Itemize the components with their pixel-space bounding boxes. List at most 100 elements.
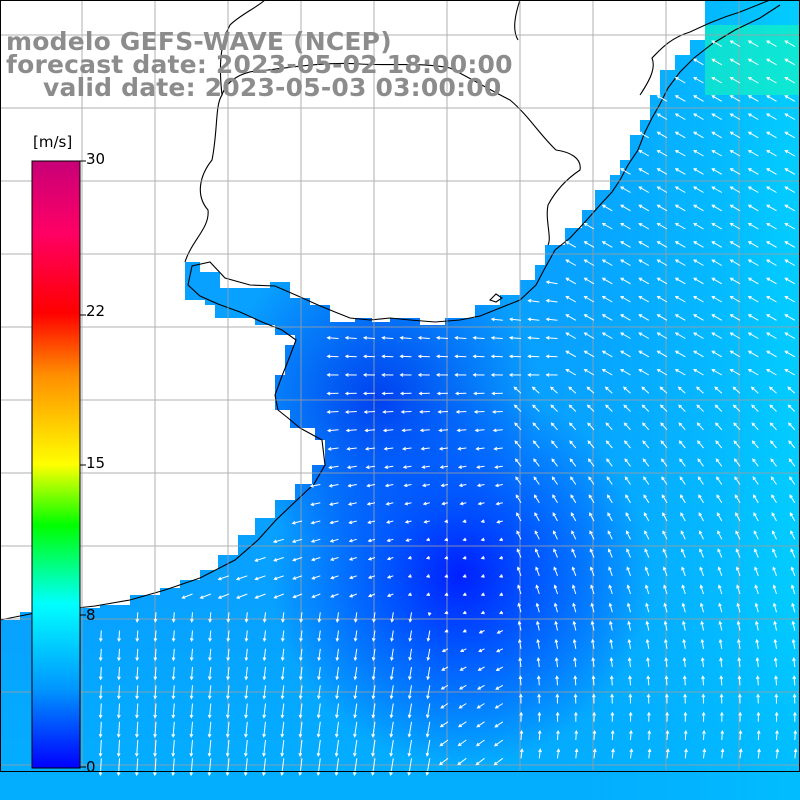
wind-arrow [572, 585, 577, 595]
wind-arrow-head [441, 667, 446, 671]
wind-arrow-head [280, 772, 284, 777]
wind-arrow [292, 538, 303, 543]
wind-arrow [717, 530, 723, 540]
wind-arrow [118, 739, 120, 757]
wind-arrow [787, 386, 796, 394]
wind-arrow [300, 630, 303, 641]
wind-arrow-head [98, 638, 103, 643]
wind-arrow-head [494, 483, 499, 488]
wind-arrow [755, 621, 759, 631]
wind-arrow-head [591, 657, 596, 662]
wind-arrow [662, 530, 668, 540]
wind-arrow-head [494, 723, 499, 728]
wind-arrow-head [291, 539, 296, 543]
wind-arrow-head [711, 95, 716, 99]
wind-arrow-head [171, 657, 176, 662]
wind-arrow [372, 703, 376, 718]
wind-arrow [172, 630, 175, 642]
wind-arrow-head [226, 618, 231, 623]
wind-arrow-head [552, 494, 556, 499]
wind-arrow-head [693, 295, 698, 300]
wind-arrow-head [480, 555, 485, 560]
wind-arrow [739, 730, 742, 741]
wind-arrow-head [784, 131, 789, 136]
wind-arrow-head [766, 149, 771, 154]
wind-arrow [255, 575, 266, 580]
wind-arrow-head [480, 537, 485, 542]
wind-arrow-head [514, 440, 519, 445]
wind-arrow [679, 458, 686, 467]
wind-arrow-head [418, 391, 423, 396]
wind-arrow [696, 404, 704, 412]
wind-arrow-head [720, 729, 725, 734]
wind-arrow-head [642, 440, 646, 445]
wind-arrow-head [696, 386, 700, 391]
wind-arrow [675, 95, 686, 102]
wind-arrow [693, 113, 704, 120]
wind-arrow [409, 612, 412, 622]
wind-arrow-head [386, 556, 391, 561]
wind-arrow [620, 204, 631, 212]
wind-arrow [568, 386, 577, 394]
wind-arrow [630, 730, 632, 741]
wind-arrow-head [663, 620, 668, 625]
wind-arrow-head [207, 676, 212, 681]
wind-arrow [436, 355, 449, 358]
wind-arrow [349, 593, 357, 598]
wind-arrow [408, 685, 412, 699]
wind-arrow-head [402, 465, 407, 469]
wind-arrow [190, 703, 193, 718]
wind-arrow [699, 567, 704, 576]
wind-arrow-head [587, 458, 592, 463]
wind-arrow [642, 404, 650, 412]
wind-arrow-head [116, 695, 121, 700]
wind-arrow [784, 113, 796, 120]
wind-arrow [590, 585, 595, 595]
wind-arrow-head [298, 695, 303, 700]
wind-arrow [769, 404, 777, 412]
colorbar-tick-8: 8 [86, 606, 96, 624]
wind-arrow [682, 621, 686, 631]
wind-arrow-head [656, 332, 661, 336]
wind-arrow-head [244, 638, 249, 643]
model-title: modelo GEFS-WAVE (NCEP) [6, 27, 392, 56]
wind-arrow [624, 476, 631, 485]
wind-arrow [263, 612, 266, 622]
wind-arrow-head [208, 618, 212, 623]
wind-arrow [349, 575, 357, 579]
wind-arrow-head [638, 259, 643, 263]
wind-arrow-head [747, 58, 752, 63]
wind-arrow-head [735, 530, 739, 535]
wind-arrow-head [734, 476, 738, 481]
wind-arrow [657, 259, 668, 266]
wind-arrow [766, 241, 777, 248]
wind-arrow [755, 585, 759, 595]
wind-arrow-head [344, 336, 349, 340]
wind-arrow-head [674, 259, 679, 263]
wind-arrow-head [770, 440, 774, 445]
wind-arrow-head [791, 602, 795, 607]
wind-arrow [602, 204, 613, 212]
wind-arrow [657, 186, 668, 193]
wind-arrow-head [494, 705, 499, 709]
wind-arrow [587, 404, 595, 412]
wind-arrow-head [444, 537, 449, 542]
wind-arrow [693, 204, 704, 212]
wind-arrow [263, 666, 266, 680]
wind-arrow [605, 386, 613, 394]
wind-arrow [255, 593, 266, 599]
wind-arrow [281, 685, 285, 699]
wind-arrow [661, 494, 668, 504]
wind-arrow [766, 350, 777, 358]
wind-arrow [693, 241, 704, 248]
wind-arrow-head [627, 657, 632, 662]
wind-arrow-head [344, 354, 349, 359]
wind-arrow [702, 676, 704, 686]
wind-arrow [711, 259, 723, 266]
wind-arrow [587, 422, 595, 431]
wind-arrow-head [773, 657, 778, 662]
wind-arrow-head [678, 440, 683, 445]
wind-arrow [154, 630, 157, 642]
wind-arrow-head [407, 714, 412, 719]
wind-arrow [675, 332, 686, 339]
